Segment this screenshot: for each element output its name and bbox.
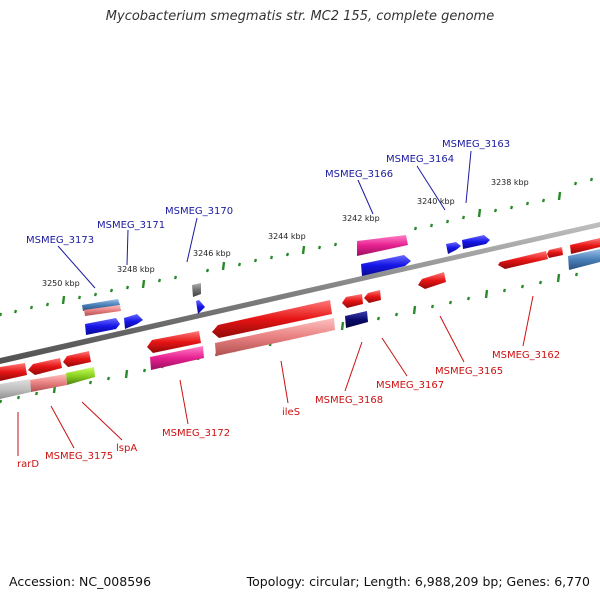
pseudo-ileS[interactable] xyxy=(215,318,335,356)
scale-label-3242: 3242 kbp xyxy=(342,214,380,223)
map-title: Mycobacterium smegmatis str. MC2 155, co… xyxy=(105,9,495,24)
misc-MSMEG_3175[interactable] xyxy=(30,374,67,392)
label-MSMEG_3175[interactable]: MSMEG_3175 xyxy=(45,451,113,462)
reverse-gene-labels: MSMEG_3162 MSMEG_3165 MSMEG_3167 MSMEG_3… xyxy=(17,350,560,470)
gene-MSMEG_3166[interactable] xyxy=(361,255,411,276)
label-MSMEG_3164[interactable]: MSMEG_3164 xyxy=(386,154,454,165)
label-MSMEG_3170[interactable]: MSMEG_3170 xyxy=(165,206,233,217)
label-MSMEG_3171[interactable]: MSMEG_3171 xyxy=(97,220,165,231)
gene-MSMEG_3164[interactable] xyxy=(446,242,461,254)
outer-tick-track xyxy=(0,177,594,317)
label-MSMEG_3172[interactable]: MSMEG_3172 xyxy=(162,428,230,439)
gene-MSMEG_3173[interactable] xyxy=(85,318,120,335)
label-MSMEG_3166[interactable]: MSMEG_3166 xyxy=(325,169,393,180)
rna-MSMEG_3166[interactable] xyxy=(357,235,408,256)
label-ileS[interactable]: ileS xyxy=(282,407,300,418)
label-MSMEG_3168[interactable]: MSMEG_3168 xyxy=(315,395,383,406)
label-MSMEG_3162[interactable]: MSMEG_3162 xyxy=(492,350,560,361)
label-rarD[interactable]: rarD xyxy=(17,459,39,470)
label-MSMEG_3163[interactable]: MSMEG_3163 xyxy=(442,139,510,150)
misc-MSMEG_3162[interactable] xyxy=(568,249,600,270)
accession-text: Accession: NC_008596 xyxy=(9,574,152,589)
scale-label-3238: 3238 kbp xyxy=(491,178,529,187)
forward-genes xyxy=(82,235,490,335)
scale-label-3250: 3250 kbp xyxy=(42,279,80,288)
gene-ileS[interactable] xyxy=(212,300,332,338)
label-lspA[interactable]: lspA xyxy=(116,443,137,454)
gene-MSMEG_3172[interactable] xyxy=(147,331,201,353)
label-MSMEG_3165[interactable]: MSMEG_3165 xyxy=(435,366,503,377)
label-MSMEG_3173[interactable]: MSMEG_3173 xyxy=(26,235,94,246)
gene-MSMEG_3175[interactable] xyxy=(28,358,62,375)
gene-MSMEG_3168[interactable] xyxy=(342,294,363,308)
gene-rarD[interactable] xyxy=(0,363,27,381)
gene-MSMEG_3163[interactable] xyxy=(462,235,490,249)
rna-MSMEG_3172[interactable] xyxy=(150,346,204,370)
reverse-genes xyxy=(0,238,600,399)
gene-MSMEG_3162c[interactable] xyxy=(570,238,600,254)
label-MSMEG_3167[interactable]: MSMEG_3167 xyxy=(376,380,444,391)
scale-label-3244: 3244 kbp xyxy=(268,232,306,241)
gene-MSMEG_3162[interactable] xyxy=(498,251,548,269)
misc2-MSMEG_3173[interactable] xyxy=(84,305,121,316)
topology-text: Topology: circular; Length: 6,988,209 bp… xyxy=(246,574,590,589)
gene-MSMEG_3167[interactable] xyxy=(364,290,381,303)
reverse-label-leaders xyxy=(17,295,534,456)
gene-MSMEG_3170[interactable] xyxy=(196,300,205,314)
scale-label-3246: 3246 kbp xyxy=(193,249,231,258)
forward-label-leaders xyxy=(57,150,472,289)
misc-MSMEG_3173[interactable] xyxy=(82,299,120,311)
scale-label-3240: 3240 kbp xyxy=(417,197,455,206)
gene-MSMEG_3171[interactable] xyxy=(124,314,143,329)
scale-label-3248: 3248 kbp xyxy=(117,265,155,274)
pseudo-MSMEG_3170[interactable] xyxy=(192,283,201,297)
genome-backbone xyxy=(0,222,600,364)
gene-MSMEG_3165[interactable] xyxy=(418,272,446,289)
scale-labels: 3238 kbp 3240 kbp 3242 kbp 3244 kbp 3246… xyxy=(42,178,529,288)
misc-rarD[interactable] xyxy=(0,379,31,399)
forward-gene-labels: MSMEG_3163 MSMEG_3164 MSMEG_3166 MSMEG_3… xyxy=(26,139,510,246)
gene-lspA[interactable] xyxy=(63,351,91,367)
misc-lspA[interactable] xyxy=(66,367,95,385)
gene-MSMEG_3162b[interactable] xyxy=(547,247,563,258)
misc-MSMEG_3168[interactable] xyxy=(345,311,368,328)
